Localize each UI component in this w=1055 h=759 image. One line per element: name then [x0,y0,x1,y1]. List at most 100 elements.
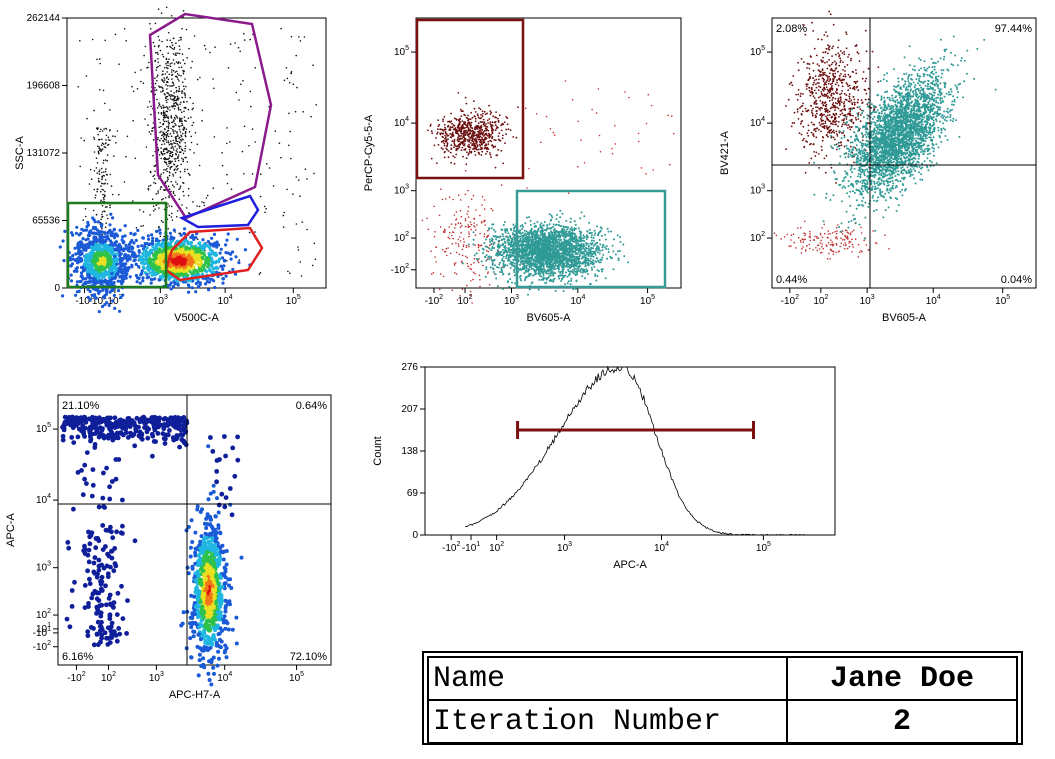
density-dot [81,283,85,287]
event-dot [478,107,480,109]
event-dot [460,141,462,144]
event-dot [175,165,178,168]
density-dot [112,281,116,285]
event-dot [168,196,170,199]
event-dot [485,123,487,125]
event-dot [500,184,503,186]
density-dot [143,271,147,275]
event-dot [179,139,182,141]
event-dot [167,135,170,138]
event-dot [512,229,515,232]
density-dot [155,269,160,273]
density-dot [127,249,131,253]
density-dot [89,266,93,270]
event-dot [103,194,106,196]
event-dot [177,107,180,110]
event-dot [157,45,160,48]
event-dot [165,116,167,119]
density-dot [109,260,113,264]
event-dot [159,139,161,142]
event-dot [162,104,164,107]
event-dot [278,142,281,144]
event-dot [185,120,187,122]
density-dot [110,252,114,256]
event-dot [173,96,176,99]
event-dot [453,263,456,265]
event-dot [458,134,461,137]
event-dot [170,71,173,73]
event-dot [192,201,194,203]
event-dot [449,151,452,154]
density-dot [145,246,149,250]
event-dot [178,90,181,92]
event-dot [449,133,451,135]
event-dot [212,78,214,80]
event-dot [102,171,105,173]
event-dot [476,136,479,139]
event-dot [448,237,451,240]
event-dot [104,195,106,198]
event-dot [166,64,168,67]
event-dot [303,36,306,38]
density-dot [237,261,241,265]
density-dot [222,264,226,268]
density-dot [134,238,138,243]
event-dot [171,62,173,64]
density-dot [229,257,233,261]
event-dot [627,261,630,264]
event-dot [172,69,175,72]
event-dot [180,125,182,127]
event-dot [585,243,588,246]
event-dot [472,194,475,197]
event-dot [106,154,109,156]
event-dot [181,204,183,206]
density-dot [168,265,172,269]
event-dot [93,109,95,112]
event-dot [483,121,486,123]
event-dot [179,151,182,153]
event-dot [104,146,107,149]
event-dot [484,224,486,226]
event-dot [181,117,183,120]
event-dot [167,78,170,81]
event-dot [183,88,185,90]
event-dot [104,179,107,181]
density-dot [194,250,198,254]
event-dot [148,131,151,133]
event-dot [444,132,447,135]
event-dot [472,132,475,134]
event-dot [421,219,424,222]
event-dot [170,152,172,154]
event-dot [174,130,176,132]
event-dot [435,137,437,139]
event-dot [180,140,183,142]
event-dot [104,159,107,161]
density-dot [87,263,91,267]
event-dot [96,190,98,193]
density-dot [128,275,132,279]
event-dot [181,157,183,160]
event-dot [473,257,476,260]
event-dot [470,280,472,282]
event-dot [190,135,192,138]
event-dot [460,231,462,234]
event-dot [464,134,467,137]
event-dot [315,104,318,106]
event-dot [184,168,186,171]
event-dot [298,36,300,38]
event-dot [560,280,563,282]
event-dot [451,289,454,292]
density-dot [93,258,97,262]
density-dot [114,268,118,272]
plot-points [421,80,675,304]
event-dot [525,264,528,267]
event-dot [172,184,174,186]
event-dot [174,171,177,174]
event-dot [151,127,154,130]
density-dot [112,227,116,231]
event-dot [171,160,173,163]
event-dot [430,250,432,252]
event-dot [465,102,468,105]
event-dot [461,146,464,149]
event-dot [443,251,446,253]
